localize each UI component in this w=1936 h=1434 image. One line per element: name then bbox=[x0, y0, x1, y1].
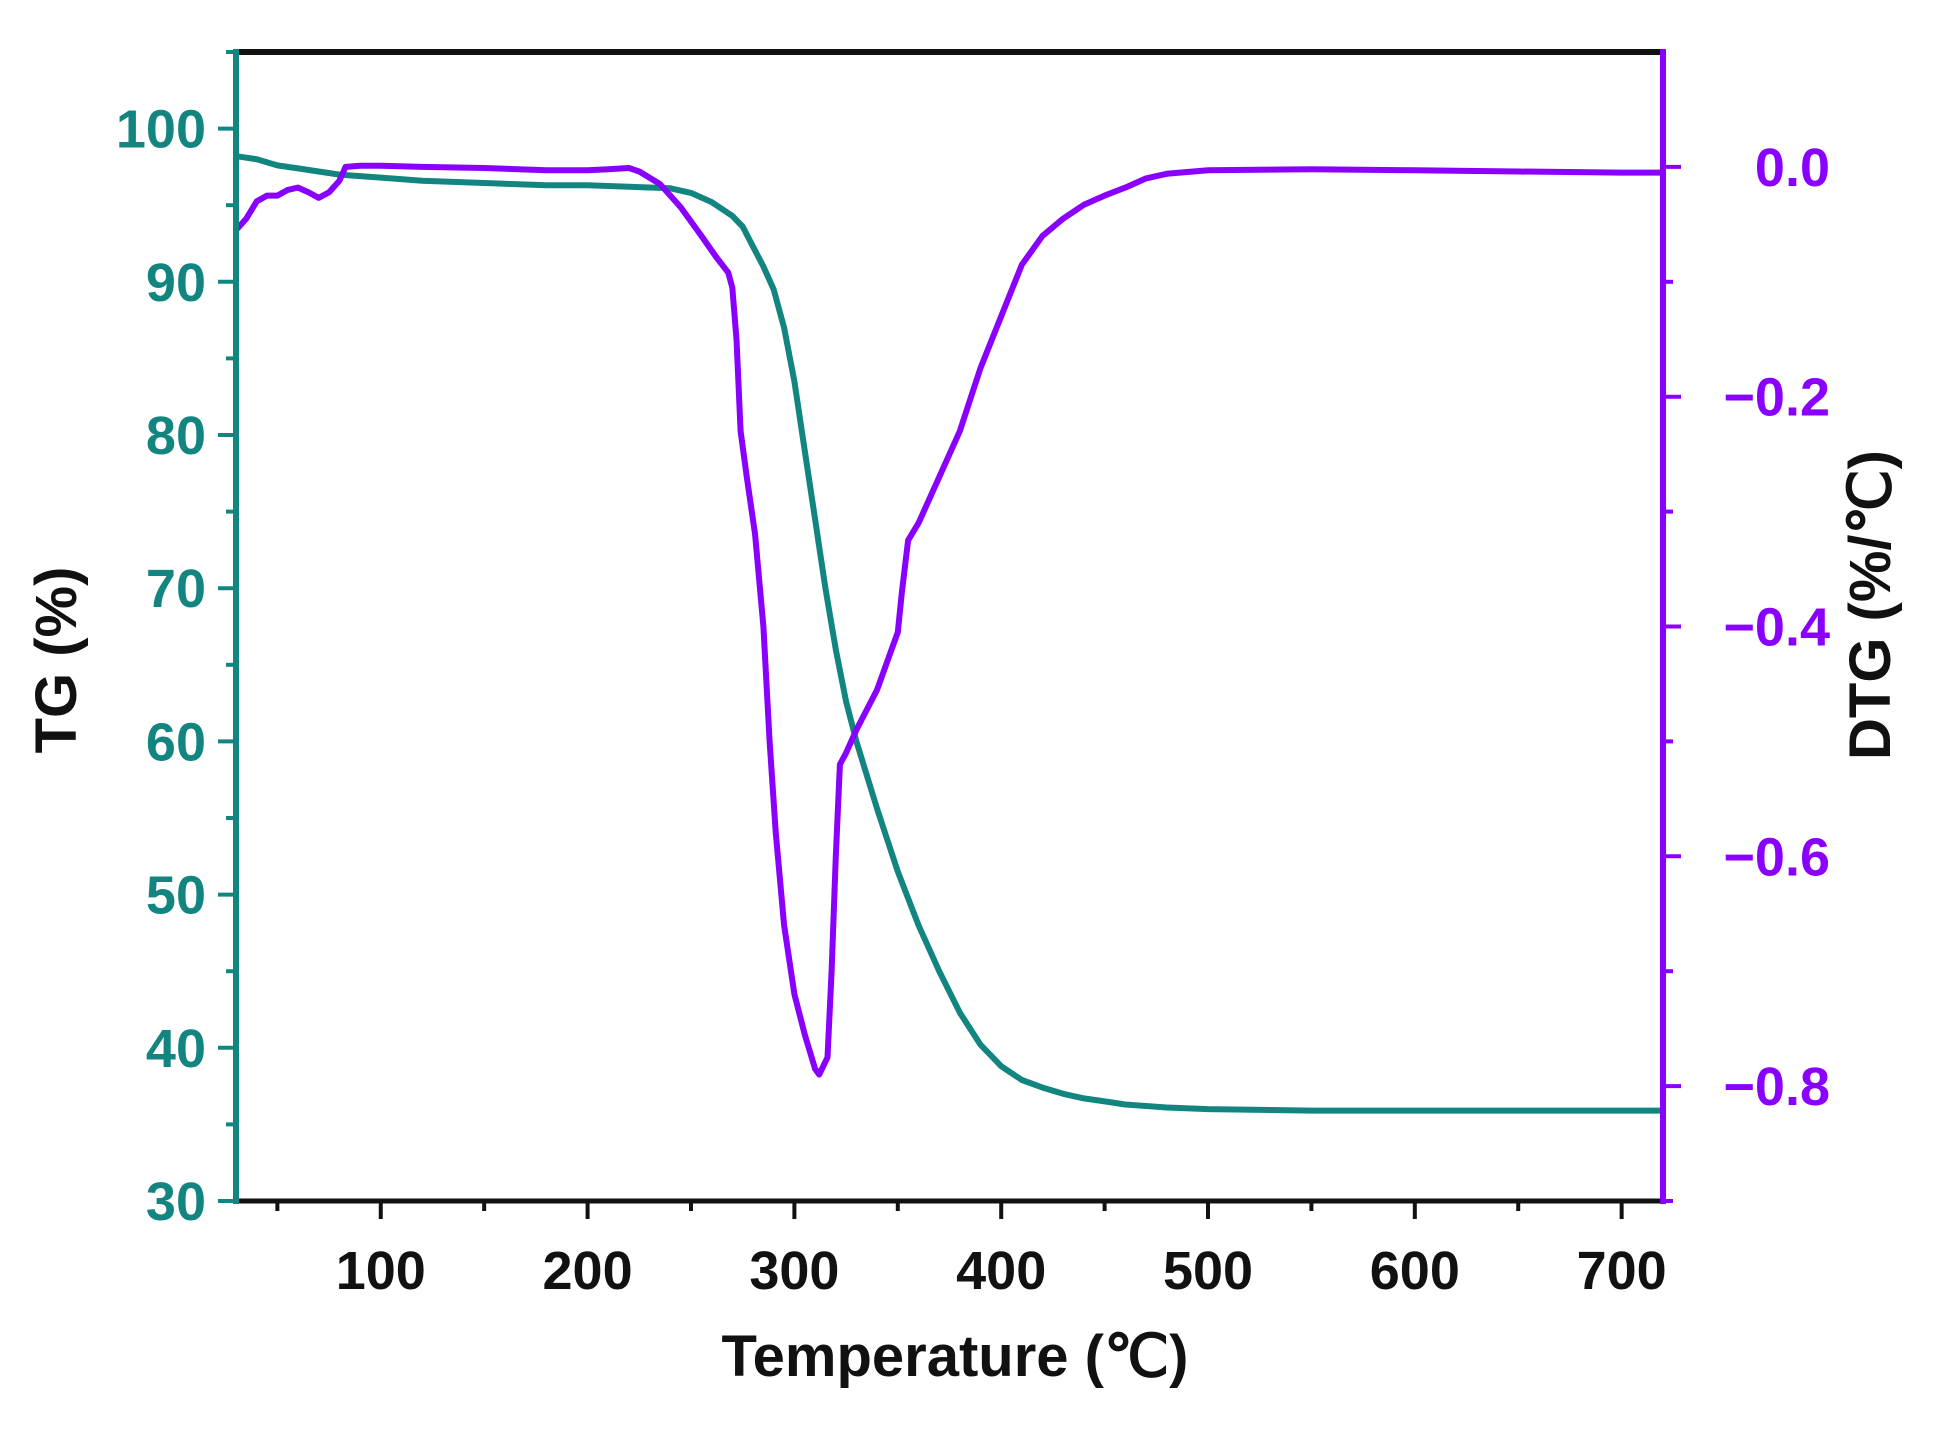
ticks bbox=[218, 50, 1681, 1219]
left-tick-label: 30 bbox=[146, 1172, 206, 1232]
left-tick-label: 70 bbox=[146, 559, 206, 619]
left-tick-label: 100 bbox=[116, 100, 206, 160]
x-tick-label: 600 bbox=[1370, 1241, 1460, 1301]
x-tick-label: 700 bbox=[1577, 1241, 1667, 1301]
x-tick-label: 100 bbox=[336, 1241, 426, 1301]
x-tick-label: 500 bbox=[1163, 1241, 1253, 1301]
left-tick-label: 50 bbox=[146, 866, 206, 926]
series-line-dtg bbox=[233, 162, 1666, 1078]
right-tick-label: −0.4 bbox=[1723, 598, 1830, 658]
series-line-tg bbox=[233, 153, 1666, 1114]
right-tick-label: −0.2 bbox=[1723, 368, 1830, 428]
left-axis-title: TG (%) bbox=[24, 567, 89, 754]
x-tick-label: 200 bbox=[543, 1241, 633, 1301]
axes bbox=[233, 49, 1666, 1204]
right-tick-label: −0.8 bbox=[1723, 1057, 1830, 1117]
plot-lines bbox=[233, 153, 1666, 1114]
x-tick-label: 400 bbox=[956, 1241, 1046, 1301]
x-axis-title: Temperature (℃) bbox=[722, 1324, 1189, 1389]
tick-labels: 100 200 300 400 500 600 700 30 40 50 60 70 80 90 100 0.… bbox=[116, 100, 1830, 1301]
right-tick-label: 0.0 bbox=[1755, 138, 1830, 198]
right-tick-label: −0.6 bbox=[1723, 827, 1830, 887]
right-axis-title: DTG (%/℃) bbox=[1838, 450, 1903, 760]
left-tick-label: 90 bbox=[146, 253, 206, 313]
x-tick-label: 300 bbox=[749, 1241, 839, 1301]
left-tick-label: 40 bbox=[146, 1019, 206, 1079]
left-tick-label: 60 bbox=[146, 712, 206, 772]
left-tick-label: 80 bbox=[146, 406, 206, 466]
